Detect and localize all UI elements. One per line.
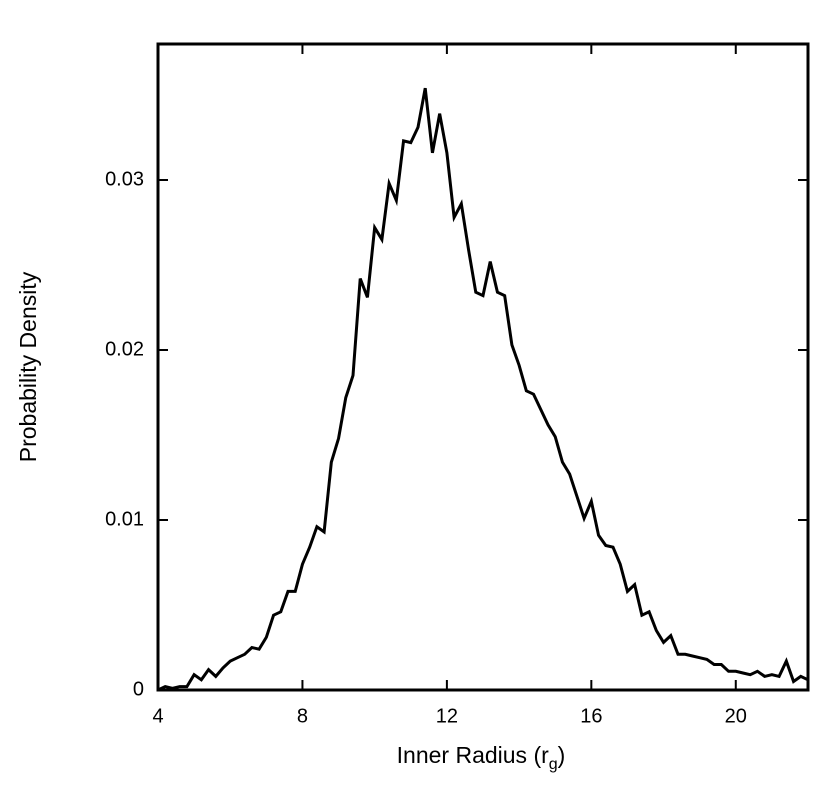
y-tick-label: 0.03 [105, 168, 144, 190]
x-tick-label: 4 [152, 705, 163, 727]
x-tick-label: 8 [297, 705, 308, 727]
x-label-suffix: ) [558, 742, 566, 768]
x-axis-label: Inner Radius (rg) [397, 742, 566, 773]
y-tick-label: 0.02 [105, 338, 144, 360]
x-label-subscript: g [549, 756, 558, 773]
x-tick-label: 20 [725, 705, 747, 727]
y-axis-label: Probability Density [15, 271, 41, 462]
plot-frame [156, 42, 810, 692]
x-tick-label: 12 [436, 705, 458, 727]
y-tick-label: 0.01 [105, 508, 144, 530]
x-label-text: Inner Radius (r [397, 742, 549, 768]
data-line [157, 87, 809, 692]
x-tick-label: 16 [580, 705, 602, 727]
y-tick-label: 0 [133, 678, 144, 700]
